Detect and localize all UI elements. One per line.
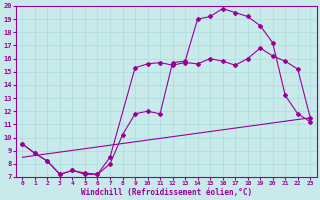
X-axis label: Windchill (Refroidissement éolien,°C): Windchill (Refroidissement éolien,°C) xyxy=(81,188,252,197)
